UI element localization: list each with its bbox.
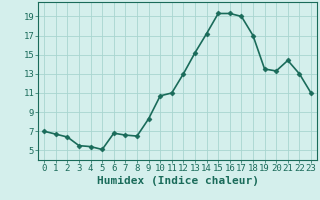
- X-axis label: Humidex (Indice chaleur): Humidex (Indice chaleur): [97, 176, 259, 186]
